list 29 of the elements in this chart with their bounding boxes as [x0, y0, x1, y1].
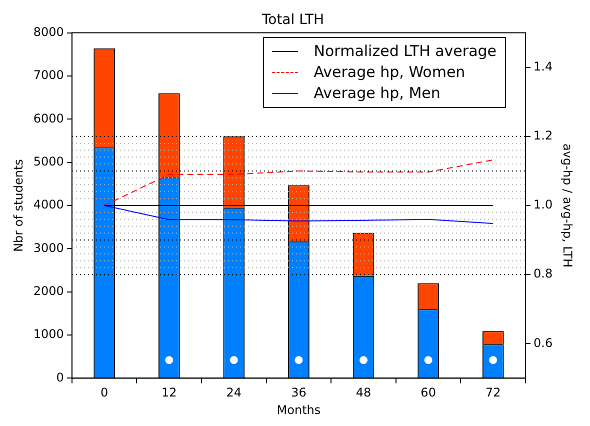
y-tick-label: 3000	[33, 240, 64, 255]
y2-axis-title: avg-hp / avg-hp, LTH	[560, 144, 575, 268]
x-tick-label: 36	[291, 386, 306, 400]
x-tick-label: 48	[356, 386, 372, 400]
y2-tick-label: 1.0	[534, 198, 553, 212]
y-tick-label: 8000	[33, 24, 64, 39]
x-tick-label: 0	[100, 386, 108, 400]
y-tick-label: 0	[56, 370, 64, 384]
legend-label: Average hp, Men	[314, 82, 440, 104]
y2-tick-label: 1.2	[534, 128, 553, 143]
chart-title: Total LTH	[260, 12, 324, 28]
y-tick-label: 1000	[33, 327, 64, 342]
y2-tick-label: 1.4	[534, 59, 553, 74]
y-tick-label: 2000	[33, 284, 64, 298]
x-axis-title: Months	[276, 402, 321, 417]
x-tick-label: 12	[161, 386, 177, 400]
y-tick-label: 4000	[33, 198, 64, 212]
y-tick-label: 5000	[33, 154, 64, 168]
x-tick-label: 60	[420, 386, 436, 400]
y2-tick-label: 0.8	[534, 266, 553, 281]
y2-tick-label: 0.6	[534, 336, 553, 350]
y-tick-label: 7000	[33, 68, 64, 82]
y-axis-title: Nbr of students	[11, 159, 26, 252]
y-tick-label: 6000	[33, 111, 64, 126]
line-series	[104, 159, 494, 206]
x-tick-label: 72	[485, 386, 501, 400]
legend-label: Normalized LTH average	[314, 40, 497, 62]
legend-label: Average hp, Women	[314, 62, 466, 83]
x-tick-label: 24	[226, 386, 242, 400]
